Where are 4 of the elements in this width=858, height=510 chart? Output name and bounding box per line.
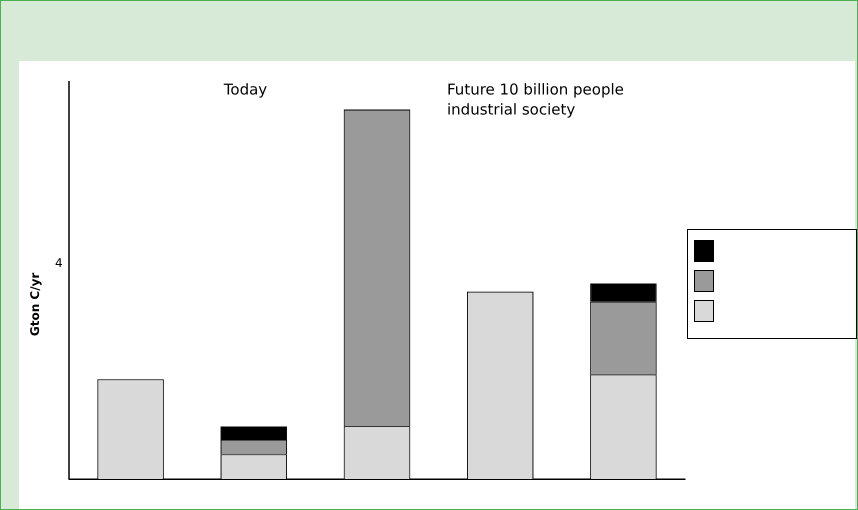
text: 4 xyxy=(55,256,63,270)
y-axis-title: Gton C/yr xyxy=(28,272,42,336)
text: Today xyxy=(222,80,268,98)
annotation: Future 10 billion people industrial society xyxy=(447,80,624,118)
